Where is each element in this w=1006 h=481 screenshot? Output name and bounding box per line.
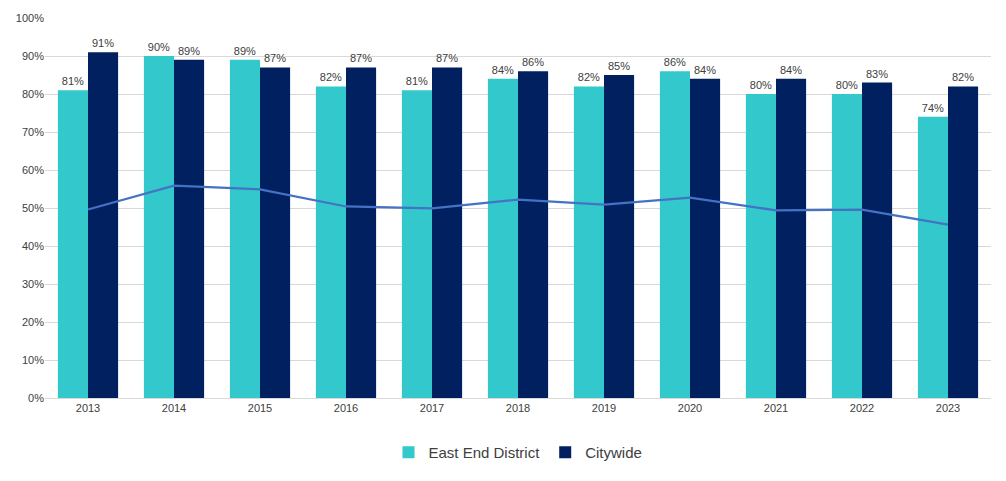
svg-text:50%: 50% (22, 202, 44, 214)
svg-text:81%: 81% (62, 75, 84, 87)
svg-text:90%: 90% (148, 41, 170, 53)
svg-text:89%: 89% (178, 45, 200, 57)
svg-text:2022: 2022 (850, 402, 874, 414)
svg-text:2018: 2018 (506, 402, 530, 414)
svg-text:87%: 87% (436, 52, 458, 64)
svg-text:East End District: East End District (429, 444, 541, 461)
svg-text:80%: 80% (836, 79, 858, 91)
svg-text:2014: 2014 (162, 402, 186, 414)
svg-text:10%: 10% (22, 354, 44, 366)
svg-text:2020: 2020 (678, 402, 702, 414)
svg-text:74%: 74% (922, 102, 944, 114)
svg-text:82%: 82% (320, 71, 342, 83)
svg-text:82%: 82% (952, 71, 974, 83)
svg-text:2017: 2017 (420, 402, 444, 414)
svg-text:Citywide: Citywide (585, 444, 642, 461)
svg-text:90%: 90% (22, 50, 44, 62)
svg-text:86%: 86% (664, 56, 686, 68)
svg-text:2013: 2013 (76, 402, 100, 414)
svg-text:60%: 60% (22, 164, 44, 176)
svg-text:81%: 81% (406, 75, 428, 87)
svg-text:80%: 80% (750, 79, 772, 91)
svg-text:2019: 2019 (592, 402, 616, 414)
svg-text:84%: 84% (492, 64, 514, 76)
svg-text:84%: 84% (780, 64, 802, 76)
svg-text:2016: 2016 (334, 402, 358, 414)
svg-text:85%: 85% (608, 60, 630, 72)
svg-text:89%: 89% (234, 45, 256, 57)
svg-text:86%: 86% (522, 56, 544, 68)
svg-text:87%: 87% (264, 52, 286, 64)
svg-text:87%: 87% (350, 52, 372, 64)
svg-text:20%: 20% (22, 316, 44, 328)
svg-text:91%: 91% (92, 37, 114, 49)
svg-text:82%: 82% (578, 71, 600, 83)
svg-text:83%: 83% (866, 68, 888, 80)
svg-text:0%: 0% (28, 392, 44, 404)
svg-text:30%: 30% (22, 278, 44, 290)
svg-text:40%: 40% (22, 240, 44, 252)
svg-text:2015: 2015 (248, 402, 272, 414)
svg-text:80%: 80% (22, 88, 44, 100)
svg-text:100%: 100% (16, 12, 44, 24)
svg-text:84%: 84% (694, 64, 716, 76)
svg-text:2023: 2023 (936, 402, 960, 414)
svg-text:70%: 70% (22, 126, 44, 138)
svg-text:2021: 2021 (764, 402, 788, 414)
